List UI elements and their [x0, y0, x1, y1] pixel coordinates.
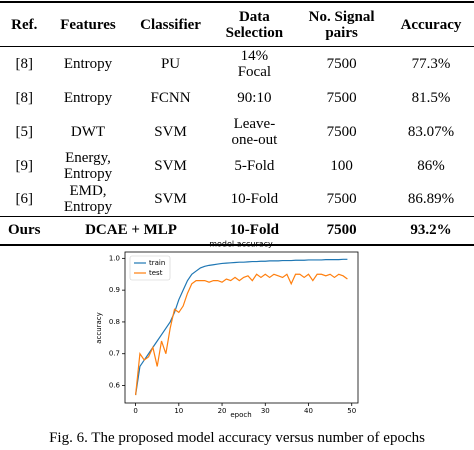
plot-frame: [124, 251, 359, 404]
x-tick-label: 30: [261, 407, 270, 415]
table-cell: Ours: [7, 222, 41, 239]
table-cell: DCAE + MLP: [85, 222, 177, 239]
line: [134, 258, 348, 396]
table-cell: 10-Fold: [230, 191, 279, 208]
legend-label: train: [149, 259, 165, 267]
legend-label: test: [149, 269, 163, 277]
table-cell: PU: [160, 55, 181, 72]
table-cell: Leave- one-out: [231, 115, 278, 148]
header-cell: Ref.: [0, 1, 49, 47]
table-cell: Entropy: [63, 55, 113, 72]
y-tick-label: 0.9: [109, 286, 120, 294]
x-tick-label: 40: [304, 407, 313, 415]
table-cell: EMD, Entropy: [63, 183, 113, 216]
table-cell: 93.2%: [410, 222, 452, 239]
header-row: Ref. Features Classifier Data Selection No. …: [0, 1, 474, 47]
table-cell: Energy, Entropy: [63, 149, 113, 182]
table-cell: 83.07%: [407, 123, 455, 140]
y-tick-label: 0.7: [109, 350, 120, 358]
table-cell: FCNN: [150, 89, 191, 106]
line: [134, 273, 348, 396]
table-row: [6] EMD, Entropy SVM 10-Fold 7500 86.89%: [0, 183, 474, 217]
table-cell: [8]: [15, 89, 33, 106]
table-row: [5] DWT SVM Leave- one-out 7500 83.07%: [0, 115, 474, 149]
table-cell: 14% Focal: [237, 47, 272, 80]
table-body: [8] Entropy PU 14% Focal 7500 77.3% [8] Entropy…: [0, 47, 474, 245]
table-row: [9] Energy, Entropy SVM 5-Fold 100 86%: [0, 149, 474, 183]
header-cell: No. Signal pairs: [295, 1, 388, 47]
table-cell: SVM: [154, 157, 187, 174]
table-cell: 5-Fold: [234, 157, 275, 174]
table-cell: DWT: [70, 123, 106, 140]
table-cell: 100: [330, 157, 353, 174]
table-cell: [9]: [15, 157, 33, 174]
table-cell: 86.89%: [407, 191, 455, 208]
table-cell: [8]: [15, 55, 33, 72]
table-cell: 7500: [326, 89, 357, 106]
table-cell: 7500: [326, 222, 357, 239]
y-tick-label: 0.6: [109, 382, 121, 390]
table-cell: 10-Fold: [229, 222, 279, 239]
x-tick-label: 10: [174, 407, 183, 415]
legend-box: [129, 255, 171, 281]
results-table: Ref. Features Classifier Data Selection No. …: [0, 1, 474, 246]
table-cell: 7500: [326, 55, 357, 72]
table-cell: Entropy: [63, 89, 113, 106]
table-row: [8] Entropy PU 14% Focal 7500 77.3%: [0, 47, 474, 81]
table-cell: SVM: [154, 191, 187, 208]
chart-title: model accuracy: [209, 240, 273, 249]
header-cell: Features: [48, 1, 128, 47]
x-tick-label: 0: [133, 407, 137, 415]
table-cell: 7500: [326, 123, 357, 140]
x-tick-label: 50: [347, 407, 356, 415]
table-cell: 81.5%: [411, 89, 451, 106]
x-axis-label: epoch: [230, 411, 251, 419]
table-row: Ours DCAE + MLP 10-Fold 7500 93.2%: [0, 216, 474, 245]
chart: model accuracy epoch accuracy 0.6 0.7 0.8 0…: [95, 240, 359, 419]
header-cell: Accuracy: [387, 1, 474, 47]
y-axis-label: accuracy: [95, 312, 103, 344]
table-cell: [6]: [15, 191, 33, 208]
y-tick-label: 0.8: [109, 318, 120, 326]
x-tick-label: 20: [218, 407, 227, 415]
table-row: [8] Entropy FCNN 90:10 7500 81.5%: [0, 81, 474, 115]
header-cell: Classifier: [127, 1, 214, 47]
table-cell: 86%: [417, 157, 445, 174]
table-cell: SVM: [154, 123, 187, 140]
header-cell: Data Selection: [213, 1, 296, 47]
y-tick-label: 1.0: [109, 254, 120, 262]
figure-caption: Fig. 6. The proposed model accuracy vers…: [49, 430, 425, 446]
table-cell: [5]: [15, 123, 33, 140]
table-cell: 77.3%: [411, 55, 451, 72]
table-cell: 7500: [326, 191, 357, 208]
table-cell: 90:10: [237, 89, 272, 106]
